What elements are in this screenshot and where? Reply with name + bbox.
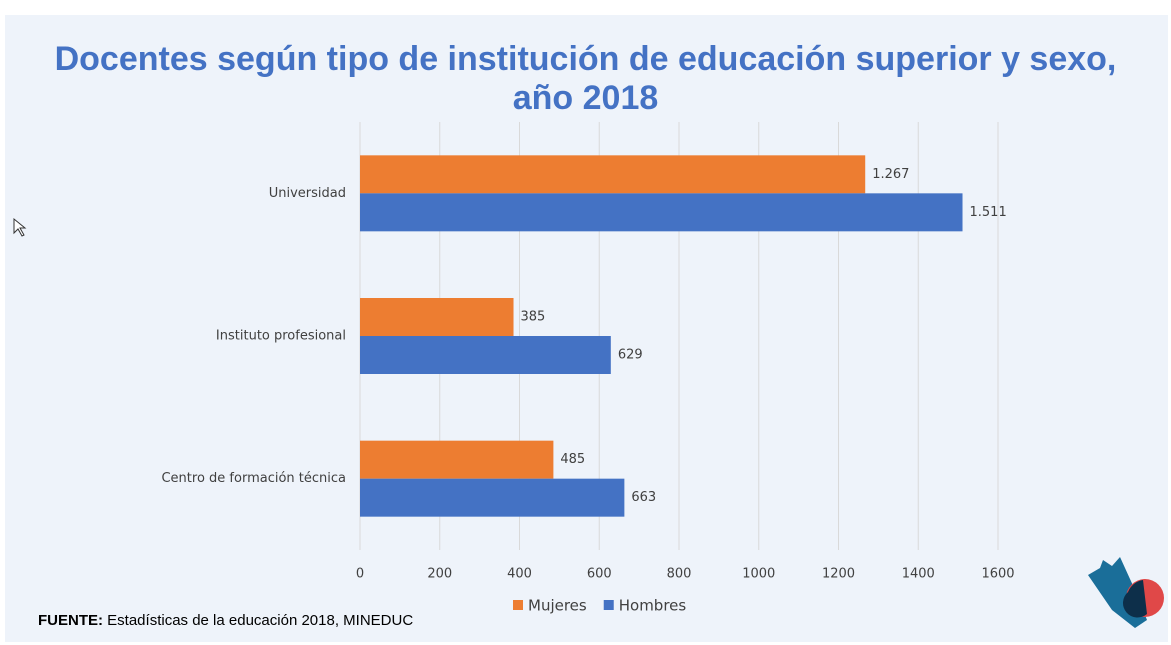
chart-title: Docentes según tipo de institución de ed… (54, 40, 1117, 117)
y-tick-label: Universidad (269, 186, 346, 201)
value-label: 629 (618, 348, 643, 363)
legend-label: Mujeres (528, 597, 587, 615)
bar (360, 478, 625, 517)
source-text: Estadísticas de la educación 2018, MINED… (107, 612, 414, 629)
value-label: 1.267 (872, 167, 909, 182)
value-label: 485 (560, 452, 585, 467)
x-tick-label: 1200 (822, 567, 855, 582)
bar (360, 440, 554, 479)
x-tick-label: 1400 (902, 567, 935, 582)
bar (360, 336, 611, 374)
logo (1088, 557, 1164, 628)
x-tick-label: 1600 (981, 567, 1014, 582)
x-tick-label: 0 (356, 567, 364, 582)
legend-swatch (603, 600, 614, 610)
value-label: 1.511 (970, 205, 1007, 220)
legend-swatch (513, 600, 523, 610)
x-tick-label: 200 (427, 567, 452, 582)
value-label: 385 (521, 310, 546, 325)
source: FUENTE: Estadísticas de la educación 201… (38, 612, 413, 629)
bar (360, 155, 866, 194)
y-tick-label: Centro de formación técnica (161, 471, 346, 486)
cursor (13, 217, 27, 237)
legend-label: Hombres (619, 597, 687, 615)
y-tick-label: Instituto profesional (216, 329, 346, 344)
value-label: 663 (631, 490, 656, 505)
x-tick-label: 1000 (742, 567, 775, 582)
x-tick-label: 600 (587, 567, 612, 582)
x-tick-label: 800 (667, 567, 692, 582)
bar (360, 193, 963, 232)
bar (360, 298, 514, 336)
slide-background (5, 15, 1168, 642)
x-tick-label: 400 (507, 567, 532, 582)
source-label: FUENTE: (38, 612, 103, 629)
